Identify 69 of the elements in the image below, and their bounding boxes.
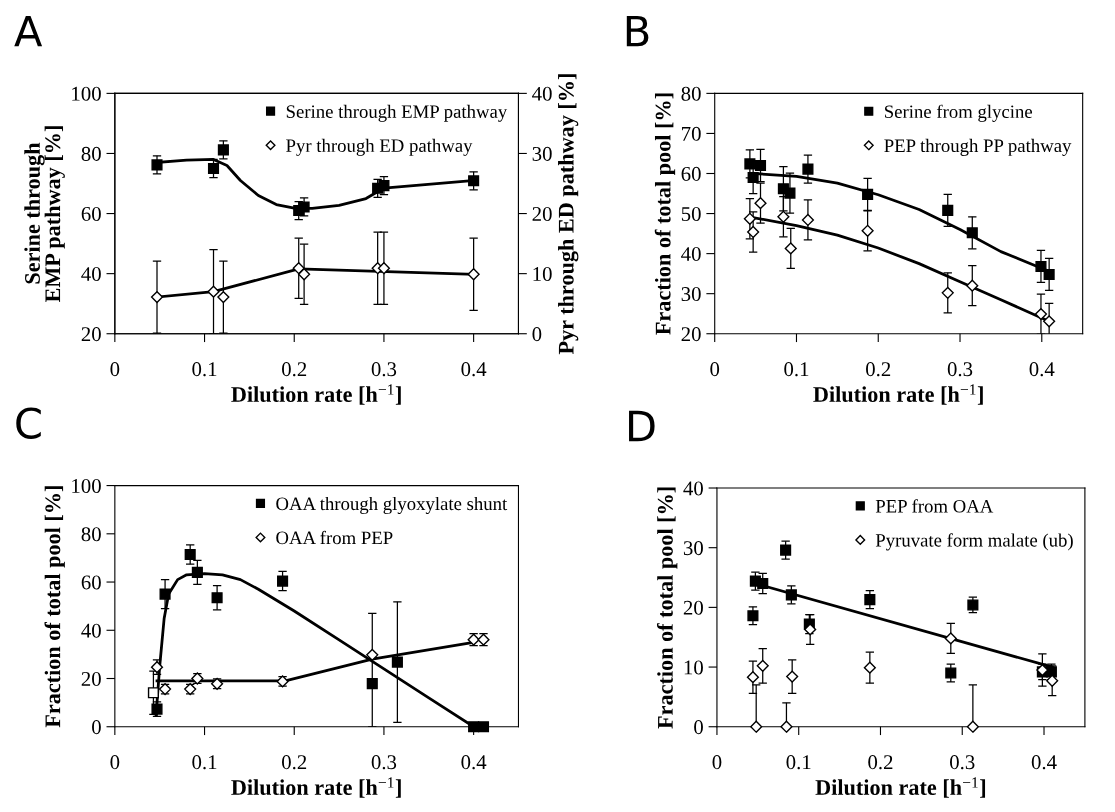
y2-axis-title: Pyr through ED pathway [%]: [558, 74, 579, 355]
y-tick-label: 80: [81, 146, 101, 161]
legend-label: Pyr through ED pathway: [286, 138, 473, 156]
y-tick-label: 10: [684, 660, 703, 675]
x-tick-label: 0.1: [192, 362, 217, 377]
x-tick-label: 0: [712, 755, 722, 770]
y-tick-label: 40: [81, 267, 101, 282]
legend-label: Serine from glycine: [885, 104, 1033, 122]
x-tick-label: 0.1: [784, 362, 809, 377]
legend-label: OAA from PEP: [276, 530, 393, 545]
y-axis-title: Fraction of total pool [%]: [44, 486, 65, 728]
y-tick-label: 60: [681, 166, 701, 181]
x-tick-label: 0.2: [866, 362, 891, 377]
x-tick-label: 0.3: [947, 362, 973, 377]
chart-title: A: [14, 15, 43, 47]
x-tick-label: 0.3: [950, 755, 975, 770]
legend-label: Serine through EMP pathway: [286, 104, 508, 122]
y-tick-label: 40: [81, 623, 101, 638]
chart-title: D: [629, 410, 655, 442]
x-tick-label: 0.4: [461, 362, 487, 377]
x-tick-label: 0.1: [786, 755, 811, 770]
y-tick-label: 30: [681, 287, 701, 302]
x-tick-label: 0.4: [1029, 362, 1055, 377]
y2-tick-label: 0: [532, 327, 542, 342]
x-axis-title: Dilution rate [h$^{−1}$]: [813, 384, 983, 405]
x-tick-label: 0.3: [371, 755, 397, 770]
y-tick-label: 20: [683, 600, 703, 615]
y-tick-label: 40: [681, 246, 701, 262]
y-tick-label: 20: [681, 327, 701, 342]
legend-label: OAA through glyoxylate shunt: [276, 496, 508, 514]
x-tick-label: 0: [710, 362, 720, 377]
y-tick-label: 80: [681, 86, 701, 101]
x-axis-title: Dilution rate [h$^{−1}$]: [231, 384, 401, 405]
chart-title: B: [626, 15, 649, 47]
y-tick-label: 0: [92, 720, 101, 735]
y2-tick-label: 20: [532, 206, 552, 221]
y-tick-label: 30: [683, 541, 703, 556]
y2-tick-label: 10: [533, 267, 552, 282]
x-tick-label: 0.4: [1031, 755, 1057, 770]
y-axis-title: Serine through EMP pathway [%]: [24, 126, 65, 303]
x-tick-label: 0.4: [461, 755, 487, 770]
y-tick-label: 70: [682, 126, 701, 141]
y-tick-label: 0: [694, 720, 703, 735]
x-axis-title: Dilution rate [h$^{−1}$]: [231, 777, 401, 798]
y2-tick-label: 30: [532, 146, 552, 161]
x-tick-label: 0.3: [371, 362, 397, 377]
y-tick-label: 80: [81, 527, 101, 542]
x-tick-label: 0.2: [868, 755, 893, 770]
y-tick-label: 20: [81, 671, 101, 686]
y2-tick-label: 40: [532, 86, 552, 101]
y-tick-label: 100: [72, 86, 101, 101]
y-tick-label: 60: [81, 206, 101, 221]
x-tick-label: 0.1: [192, 755, 217, 770]
legend-label: PEP through PP pathway: [884, 138, 1072, 156]
legend-label: Pyruvate form malate (ub): [875, 533, 1073, 551]
legend-label: PEP from OAA: [875, 499, 994, 513]
x-tick-label: 0: [110, 362, 120, 377]
x-tick-label: 0.2: [282, 362, 307, 377]
chart-title: C: [16, 407, 41, 439]
y-tick-label: 20: [81, 327, 101, 342]
y-tick-label: 40: [683, 481, 703, 496]
y-tick-label: 100: [72, 478, 101, 494]
y-axis-title: Fraction of total pool [%]: [654, 93, 676, 335]
y-tick-label: 50: [681, 206, 701, 221]
y-axis-title: Fraction of total pool [%]: [656, 487, 678, 729]
x-tick-label: 0: [110, 755, 120, 770]
y-tick-label: 60: [81, 575, 101, 590]
x-tick-label: 0.2: [282, 755, 307, 770]
x-axis-title: Dilution rate [h$^{−1}$]: [815, 777, 986, 798]
